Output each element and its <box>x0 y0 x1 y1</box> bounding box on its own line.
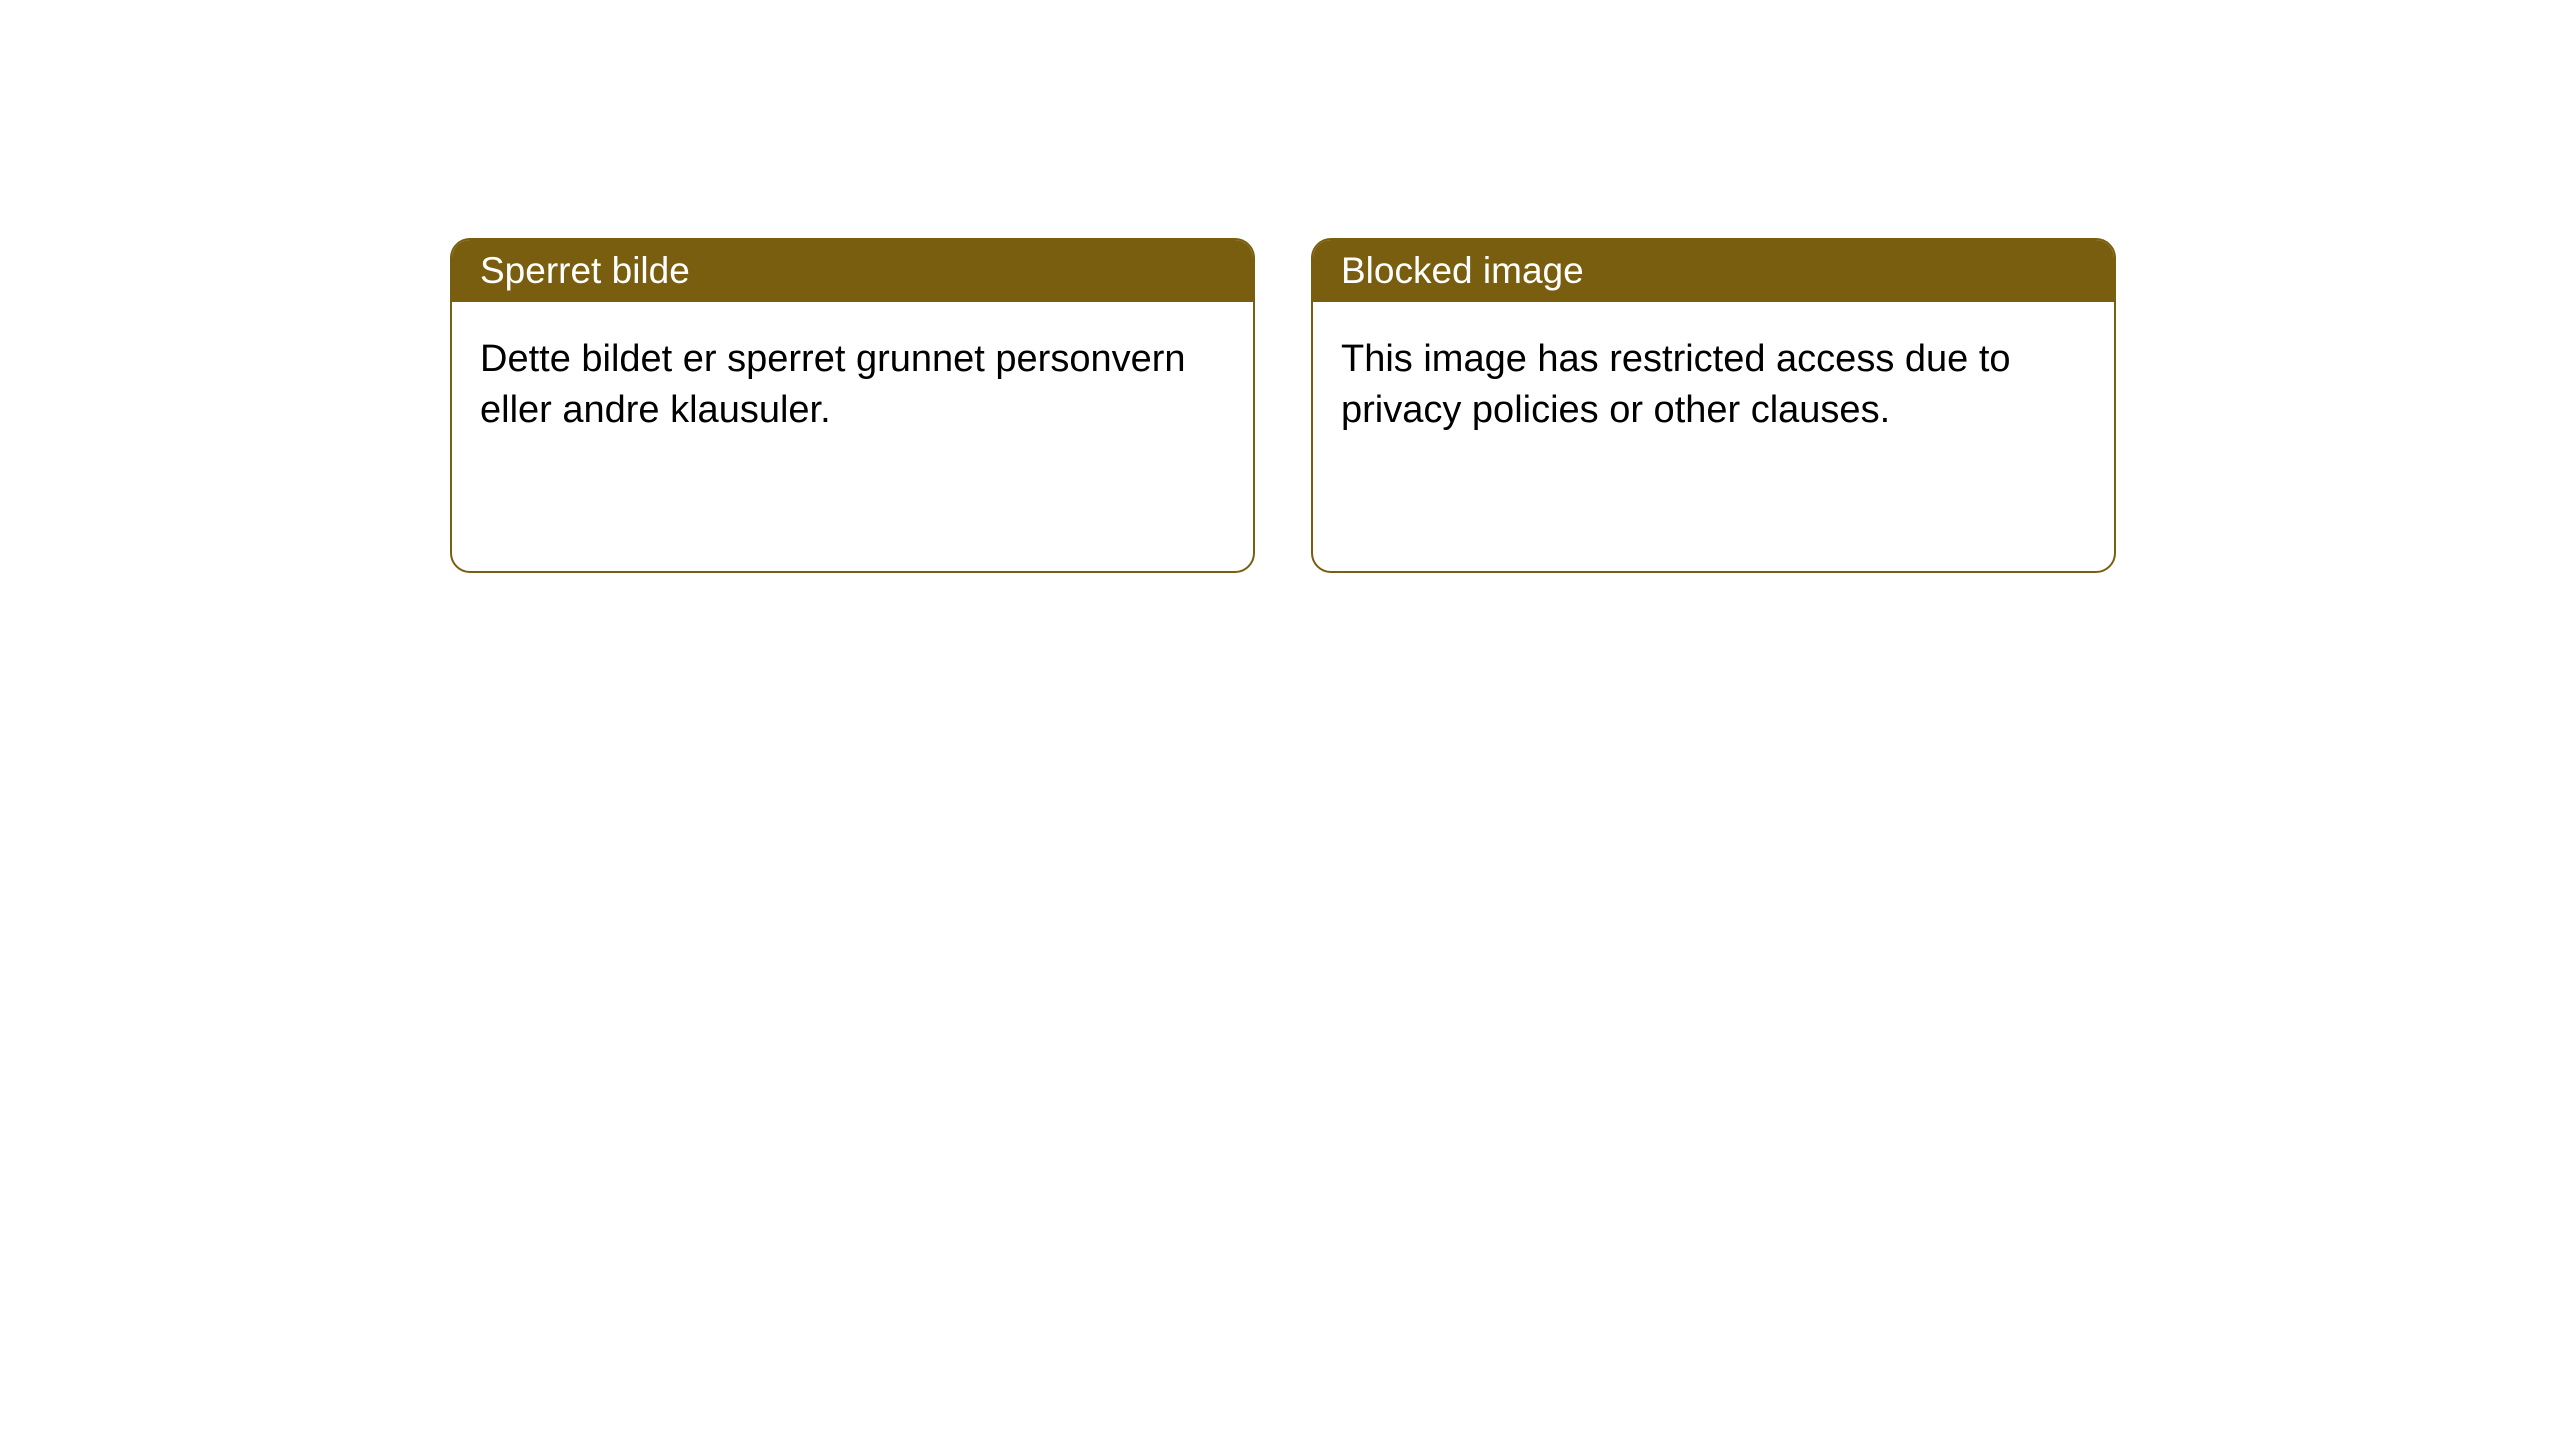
notice-container: Sperret bilde Dette bildet er sperret gr… <box>0 0 2560 573</box>
notice-title: Blocked image <box>1341 250 1584 292</box>
notice-text: This image has restricted access due to … <box>1341 338 2011 431</box>
notice-header: Blocked image <box>1313 240 2114 302</box>
notice-card-english: Blocked image This image has restricted … <box>1311 238 2116 573</box>
notice-text: Dette bildet er sperret grunnet personve… <box>480 338 1186 431</box>
notice-header: Sperret bilde <box>452 240 1253 302</box>
notice-card-norwegian: Sperret bilde Dette bildet er sperret gr… <box>450 238 1255 573</box>
notice-body: Dette bildet er sperret grunnet personve… <box>452 302 1253 469</box>
notice-title: Sperret bilde <box>480 250 690 292</box>
notice-body: This image has restricted access due to … <box>1313 302 2114 469</box>
